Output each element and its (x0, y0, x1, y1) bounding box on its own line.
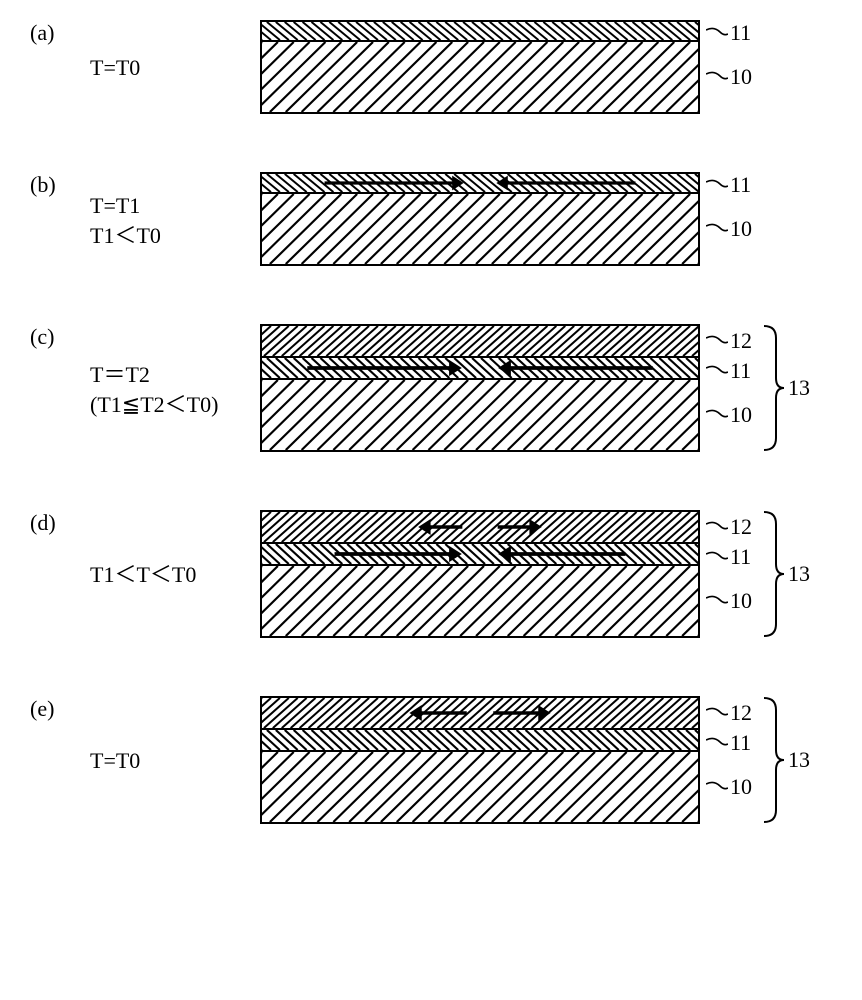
panel-a: (a) T=T0 11 10 (30, 20, 832, 114)
brace-num: 13 (788, 561, 810, 587)
panel-letter: (b) (30, 172, 56, 198)
panel-letter: (a) (30, 20, 54, 46)
ref-num: 11 (730, 730, 751, 756)
labels-column: 11 10 (706, 172, 826, 266)
layer-10 (260, 566, 700, 638)
panel-caption: T=T0 (90, 746, 140, 776)
brace-num: 13 (788, 747, 810, 773)
layer-10 (260, 752, 700, 824)
ref-label-10: 10 (706, 774, 752, 800)
layer-stack (260, 324, 700, 452)
ref-num: 11 (730, 172, 751, 198)
ref-num: 11 (730, 544, 751, 570)
caption-line: T＝T2 (90, 360, 218, 390)
panel-letter: (d) (30, 510, 56, 536)
ref-num: 12 (730, 700, 752, 726)
ref-num: 10 (730, 216, 752, 242)
panel-d: (d) T1＜T＜T0 12 11 10 13 (30, 510, 832, 638)
layer-stack (260, 172, 700, 266)
diagram: 12 11 10 13 (260, 696, 826, 824)
layer-stack (260, 20, 700, 114)
layer-11 (260, 544, 700, 566)
caption-line: T=T1 (90, 191, 161, 221)
brace-13: 13 (762, 324, 810, 452)
ref-label-10: 10 (706, 402, 752, 428)
diagram: 11 10 (260, 20, 826, 114)
panel-caption: T=T1T1＜T0 (90, 191, 161, 250)
ref-label-10: 10 (706, 588, 752, 614)
labels-column: 12 11 10 13 (706, 696, 826, 824)
ref-num: 11 (730, 358, 751, 384)
panel-left: (d) T1＜T＜T0 (30, 510, 260, 638)
brace-num: 13 (788, 375, 810, 401)
panel-caption: T1＜T＜T0 (90, 560, 196, 590)
caption-line: T1＜T0 (90, 221, 161, 251)
ref-num: 10 (730, 402, 752, 428)
layer-12 (260, 696, 700, 730)
ref-label-12: 12 (706, 700, 752, 726)
layer-12 (260, 510, 700, 544)
labels-column: 12 11 10 13 (706, 324, 826, 452)
layer-10 (260, 42, 700, 114)
diagram: 12 11 10 13 (260, 324, 826, 452)
brace-13: 13 (762, 510, 810, 638)
ref-label-11: 11 (706, 730, 751, 756)
ref-label-11: 11 (706, 544, 751, 570)
ref-num: 10 (730, 64, 752, 90)
diagram: 11 10 (260, 172, 826, 266)
panel-letter: (c) (30, 324, 54, 350)
layer-11 (260, 20, 700, 42)
caption-line: (T1≦T2＜T0) (90, 390, 218, 420)
ref-label-11: 11 (706, 172, 751, 198)
ref-label-10: 10 (706, 64, 752, 90)
panel-left: (a) T=T0 (30, 20, 260, 114)
layer-stack (260, 696, 700, 824)
ref-num: 11 (730, 20, 751, 46)
caption-line: T1＜T＜T0 (90, 560, 196, 590)
labels-column: 12 11 10 13 (706, 510, 826, 638)
ref-num: 10 (730, 774, 752, 800)
ref-label-11: 11 (706, 358, 751, 384)
ref-label-10: 10 (706, 216, 752, 242)
diagram: 12 11 10 13 (260, 510, 826, 638)
panel-e: (e) T=T0 12 11 10 13 (30, 696, 832, 824)
ref-num: 12 (730, 514, 752, 540)
panel-left: (c) T＝T2(T1≦T2＜T0) (30, 324, 260, 452)
panel-caption: T=T0 (90, 53, 140, 83)
layer-10 (260, 194, 700, 266)
layer-10 (260, 380, 700, 452)
ref-label-12: 12 (706, 328, 752, 354)
caption-line: T=T0 (90, 746, 140, 776)
figure-root: (a) T=T0 11 10 (b) T=T1T1＜T0 11 10 (c) T＝T2(T… (30, 20, 832, 824)
layer-stack (260, 510, 700, 638)
panel-b: (b) T=T1T1＜T0 11 10 (30, 172, 832, 266)
panel-caption: T＝T2(T1≦T2＜T0) (90, 360, 218, 419)
ref-label-11: 11 (706, 20, 751, 46)
layer-11 (260, 730, 700, 752)
layer-12 (260, 324, 700, 358)
labels-column: 11 10 (706, 20, 826, 114)
layer-11 (260, 358, 700, 380)
ref-label-12: 12 (706, 514, 752, 540)
panel-letter: (e) (30, 696, 54, 722)
panel-c: (c) T＝T2(T1≦T2＜T0) 12 11 10 13 (30, 324, 832, 452)
caption-line: T=T0 (90, 53, 140, 83)
brace-13: 13 (762, 696, 810, 824)
ref-num: 10 (730, 588, 752, 614)
panel-left: (e) T=T0 (30, 696, 260, 824)
layer-11 (260, 172, 700, 194)
panel-left: (b) T=T1T1＜T0 (30, 172, 260, 266)
ref-num: 12 (730, 328, 752, 354)
